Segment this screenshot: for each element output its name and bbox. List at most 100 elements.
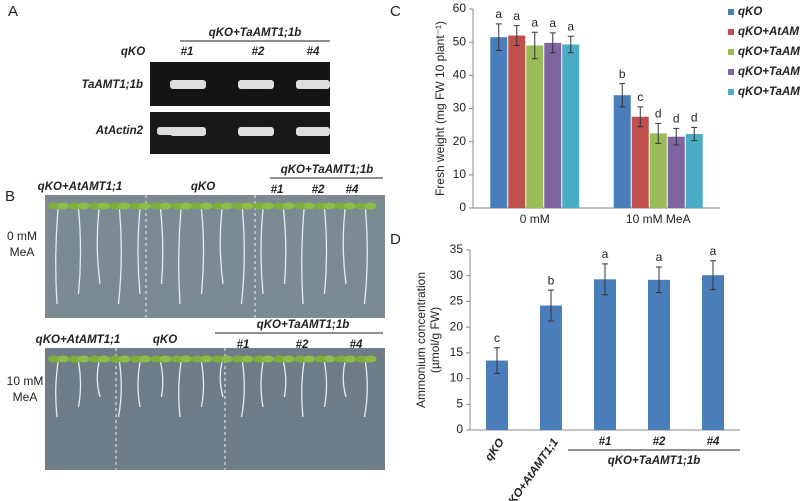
error-bar — [602, 263, 608, 296]
error-bar — [549, 32, 556, 54]
leaf — [253, 355, 265, 363]
leaf — [200, 355, 213, 363]
error-bar — [494, 347, 500, 374]
significance-letter: a — [710, 244, 717, 258]
legend-swatch — [728, 9, 734, 15]
leaf — [314, 202, 327, 210]
bar — [526, 45, 544, 208]
line-label: qKO — [153, 334, 177, 346]
leaf — [221, 355, 233, 363]
gel-row-label: TaAMT1;1b — [81, 79, 143, 91]
legend-label: qKO+TaAMT1;1b #4 — [738, 86, 800, 98]
root — [137, 208, 141, 295]
y-tick-label: 25 — [450, 294, 464, 308]
leaf — [118, 355, 131, 363]
y-tick-label: 0 — [459, 200, 466, 214]
leaf — [212, 355, 224, 363]
root — [363, 208, 368, 305]
bar — [649, 133, 667, 208]
leaf — [77, 355, 90, 363]
root — [77, 361, 82, 408]
leaf — [335, 355, 347, 363]
root — [96, 361, 101, 398]
group-label: qKO+TaAMT1;1b — [257, 319, 350, 331]
group-label: qKO+TaAMT1;1b — [281, 164, 374, 176]
leaf — [282, 355, 295, 363]
leaf — [200, 202, 213, 210]
line-label: #1 — [271, 184, 284, 196]
lane-label: #4 — [307, 46, 320, 58]
error-bar — [513, 25, 520, 46]
leaf — [130, 355, 142, 363]
seedling-photo — [45, 348, 385, 470]
leaf — [150, 355, 163, 363]
lane-label: #2 — [252, 46, 265, 58]
leaf — [303, 355, 315, 363]
panel-label: A — [8, 3, 18, 20]
leaf — [109, 202, 122, 210]
leaf — [171, 355, 183, 363]
panel-label: C — [390, 3, 401, 20]
leaf — [68, 355, 81, 363]
root — [219, 361, 224, 398]
significance-letter: d — [655, 107, 662, 121]
significance-letter: c — [637, 90, 643, 104]
leaf — [262, 355, 274, 363]
leaf — [232, 355, 245, 363]
bar — [667, 136, 685, 208]
y-tick-label: 30 — [450, 268, 464, 282]
root — [200, 208, 205, 295]
legend-label: qKO — [738, 6, 762, 18]
root — [200, 361, 205, 408]
leaf — [139, 202, 151, 210]
root — [282, 208, 287, 285]
leaf — [303, 202, 315, 210]
x-tick-label: #1 — [599, 436, 612, 448]
leaf — [98, 202, 110, 210]
error-bar — [637, 106, 644, 128]
leaf — [48, 202, 60, 210]
bar — [685, 134, 703, 208]
y-tick-label: 35 — [450, 242, 464, 256]
leaf — [273, 355, 286, 363]
condition-label: 0 mM — [7, 229, 37, 243]
y-tick-label: 10 — [453, 167, 467, 181]
y-tick-label: 20 — [450, 319, 464, 333]
leaf — [150, 202, 163, 210]
legend-label: qKO+AtAMT1;1 — [738, 26, 800, 38]
leaf — [98, 355, 110, 363]
line-label: qKO — [191, 181, 215, 193]
significance-letter: d — [691, 111, 698, 125]
error-bar — [673, 127, 680, 146]
y-tick-label: 0 — [456, 422, 463, 436]
bar — [702, 275, 724, 430]
leaf — [191, 355, 204, 363]
root — [96, 208, 101, 285]
root — [240, 361, 245, 418]
root — [323, 361, 328, 408]
significance-letter: a — [495, 7, 502, 21]
bar — [613, 95, 631, 208]
legend-swatch — [728, 69, 734, 75]
leaf — [344, 202, 356, 210]
legend-swatch — [728, 29, 734, 35]
leaf — [77, 202, 90, 210]
leaf — [68, 202, 81, 210]
leaf — [57, 355, 69, 363]
root — [363, 361, 368, 418]
y-tick-label: 20 — [453, 134, 467, 148]
error-bar — [656, 266, 662, 294]
seedling-photo — [45, 195, 385, 318]
bar — [562, 44, 580, 208]
significance-letter: a — [602, 247, 609, 261]
leaf — [282, 202, 295, 210]
significance-letter: a — [567, 19, 574, 33]
condition-label: MeA — [13, 390, 38, 404]
leaf — [89, 355, 101, 363]
error-bar — [655, 122, 662, 144]
y-axis-label: Fresh weight (mg FW 10 plant⁻¹) — [433, 21, 447, 196]
y-tick-label: 5 — [456, 396, 463, 410]
significance-letter: b — [548, 273, 555, 287]
y-tick-label: 60 — [453, 1, 467, 15]
